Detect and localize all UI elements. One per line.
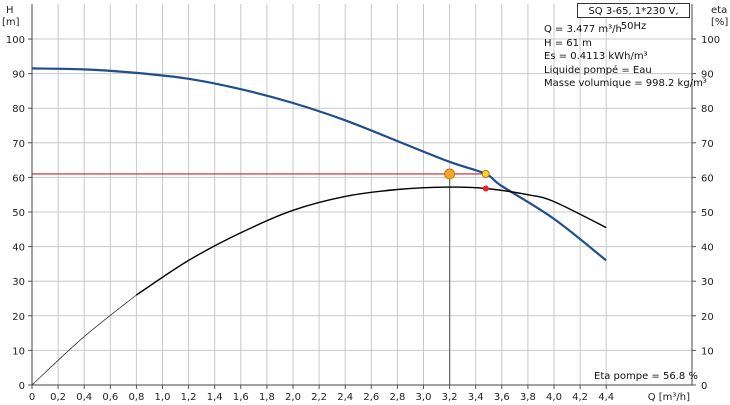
y-tick-label-left: 60 — [12, 173, 25, 184]
y-tick-label-right: 70 — [701, 139, 714, 150]
y-tick-label-right: 20 — [701, 312, 714, 323]
x-tick-label: 2,6 — [363, 392, 379, 403]
y-tick-label-left: 100 — [6, 35, 25, 46]
x-tick-label: 0,4 — [76, 392, 92, 403]
y-tick-label-right: 0 — [701, 381, 707, 392]
y-axis-unit-left: [m] — [2, 17, 20, 28]
y-tick-label-left: 40 — [12, 243, 25, 254]
info-liquid: Liquide pompé = Eau — [544, 64, 652, 76]
info-density: Masse volumique = 998.2 kg/m³ — [544, 78, 707, 89]
y-tick-label-right: 10 — [701, 346, 714, 357]
x-tick-label: 0,6 — [102, 392, 118, 403]
chart-title-box: SQ 3-65, 1*230 V, 50Hz — [577, 3, 690, 32]
x-tick-label: 2,4 — [337, 392, 353, 403]
y-tick-label-left: 20 — [12, 312, 25, 323]
y-tick-label-right: 40 — [701, 243, 714, 254]
x-tick-label: 3,2 — [442, 392, 458, 403]
x-tick-label: 2,2 — [311, 392, 327, 403]
x-tick-label: 3,4 — [468, 392, 484, 403]
y-tick-label-right: 100 — [701, 35, 720, 46]
y-axis-title-right: eta — [711, 5, 727, 16]
info-flow: Q = 3.477 m³/h — [544, 24, 622, 35]
duty-point-marker — [444, 168, 456, 180]
x-tick-label: 3,6 — [494, 392, 510, 403]
y-tick-label-right: 50 — [701, 208, 714, 219]
y-tick-label-right: 60 — [701, 173, 714, 184]
efficiency-curve-line — [136, 186, 607, 296]
x-tick-label: 0,8 — [128, 392, 144, 403]
x-tick-label: 0 — [29, 392, 35, 403]
axes: H[m] eta[%] Q [m³/h] — [2, 4, 728, 403]
x-tick-label: 2,0 — [285, 392, 301, 403]
operating-point-marker — [481, 170, 490, 178]
y-tick-label-right: 80 — [701, 104, 714, 115]
x-tick-label: 2,8 — [389, 392, 405, 403]
chart-title: SQ 3-65, 1*230 V, 50Hz — [588, 6, 679, 32]
x-tick-label: 4,2 — [572, 392, 588, 403]
y-tick-label-left: 10 — [12, 346, 25, 357]
y-axis-unit-right: [%] — [711, 17, 728, 28]
grid — [32, 4, 692, 385]
info-head: H = 61 m — [544, 37, 592, 49]
eta-pompe-label: Eta pompe = 56.8 % — [594, 371, 698, 382]
markers — [444, 168, 490, 192]
y-tick-label-left: 30 — [12, 277, 25, 288]
x-tick-label: 1,6 — [233, 392, 249, 403]
y-tick-label-left: 80 — [12, 104, 25, 115]
info-energy: Es = 0.4113 kWh/m³ — [544, 51, 648, 62]
x-tick-label: 3,8 — [520, 392, 536, 403]
y-tick-label-left: 50 — [12, 208, 25, 219]
x-axis-title: Q [m³/h] — [648, 392, 690, 403]
x-tick-label: 1,8 — [259, 392, 275, 403]
efficiency-point-marker — [482, 185, 489, 192]
y-tick-label-left: 90 — [12, 70, 25, 81]
y-tick-label-left: 0 — [19, 381, 25, 392]
x-tick-label: 1,2 — [181, 392, 197, 403]
y-tick-label-right: 30 — [701, 277, 714, 288]
head-curve-line — [31, 67, 607, 262]
x-tick-label: 3,0 — [416, 392, 432, 403]
x-tick-label: 4,4 — [598, 392, 614, 403]
operating-point-info: Q = 3.477 m³/h H = 61 m Es = 0.4113 kWh/… — [544, 23, 707, 91]
x-tick-label: 4,0 — [546, 392, 562, 403]
y-tick-label-right: 90 — [701, 70, 714, 81]
y-tick-label-left: 70 — [12, 139, 25, 150]
x-tick-label: 1,4 — [207, 392, 223, 403]
curves — [31, 67, 607, 386]
efficiency-curve-extrapolated — [31, 294, 137, 386]
x-tick-label: 1,0 — [155, 392, 171, 403]
y-axis-title-left: H — [6, 5, 14, 16]
x-tick-label: 0,2 — [50, 392, 66, 403]
